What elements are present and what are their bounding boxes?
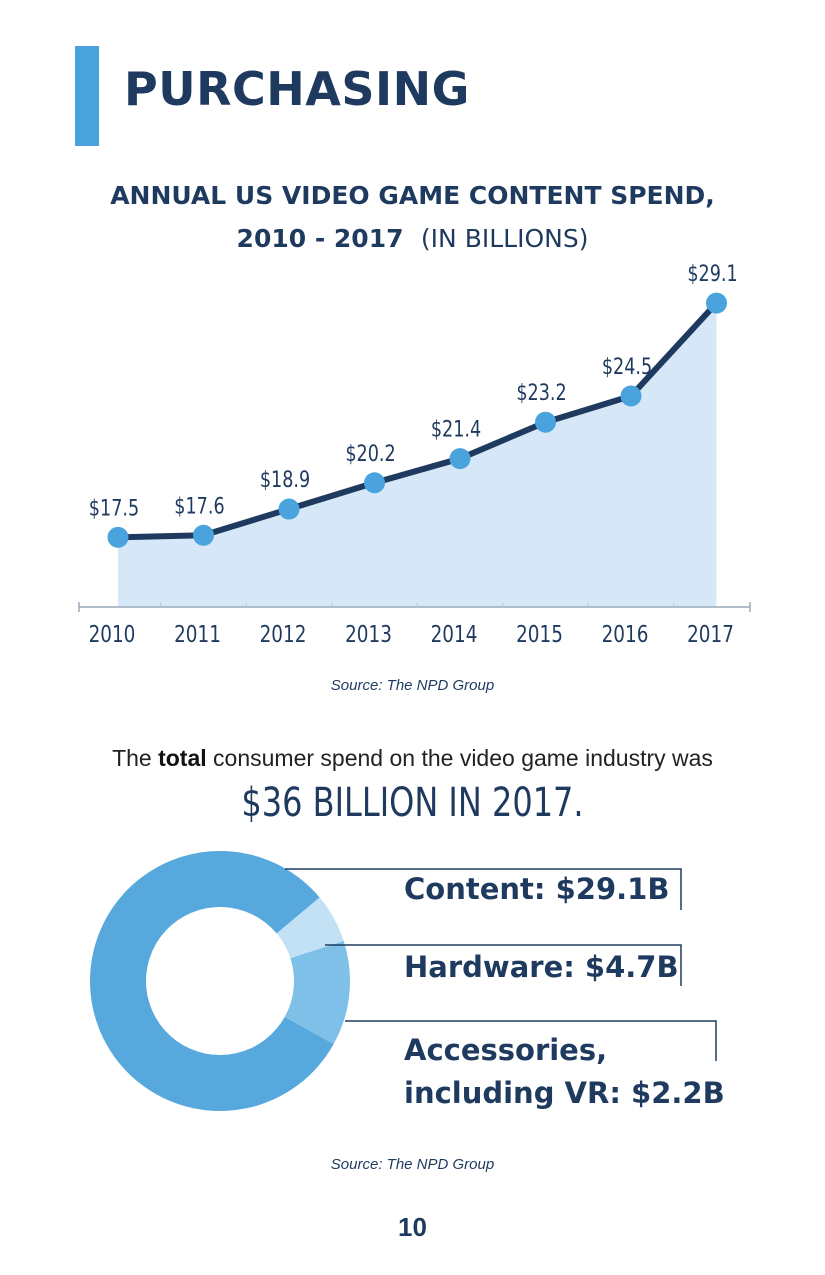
leader-line-content <box>285 868 682 910</box>
accent-bar <box>75 46 99 146</box>
donut-slice-content <box>89 851 334 1111</box>
legend-hardware: Hardware: $4.7B <box>404 950 679 984</box>
line-chart: $17.5 2010 $17.6 2011 $18.9 2012 $20.2 2013 $21.… <box>78 261 751 648</box>
total-bold: total <box>158 745 207 771</box>
x-tick-label-2015: 2015 <box>516 621 563 648</box>
data-point-2011 <box>193 524 214 546</box>
chart-title-years: 2010 - 2017 <box>236 224 404 253</box>
x-tick-label-2012: 2012 <box>260 621 307 648</box>
page-number: 10 <box>398 1212 427 1242</box>
data-label-2011: $17.6 <box>174 493 224 518</box>
total-spend-sentence: The total consumer spend on the video ga… <box>0 745 825 772</box>
line-chart-title: ANNUAL US VIDEO GAME CONTENT SPEND, 2010… <box>0 174 825 260</box>
data-point-2017 <box>706 292 727 314</box>
data-point-2014 <box>449 448 471 470</box>
data-label-2010: $17.5 <box>89 495 139 520</box>
x-tick-label-2011: 2011 <box>174 621 221 648</box>
donut-slice-hardware <box>284 940 350 1045</box>
chart-title-line2: 2010 - 2017 (IN BILLIONS) <box>0 217 825 260</box>
leader-line-accessories <box>345 1020 717 1061</box>
total-prefix: The <box>112 745 159 771</box>
x-tick-label-2010: 2010 <box>89 621 136 648</box>
chart-title-units: (IN BILLIONS) <box>420 224 589 253</box>
donut-slice-accessories <box>276 897 344 959</box>
x-tick-label-2017: 2017 <box>687 621 734 648</box>
leader-line-hardware <box>325 944 682 986</box>
legend-content: Content: $29.1B <box>404 872 670 906</box>
donut-chart-source: Source: The NPD Group <box>330 1156 495 1173</box>
x-tick-label-2014: 2014 <box>431 621 478 648</box>
line-chart-source: Source: The NPD Group <box>330 677 495 694</box>
data-label-2014: $21.4 <box>431 417 481 442</box>
data-label-2017: $29.1 <box>687 261 737 286</box>
legend-accessories: Accessories, including VR: $2.2B <box>404 1029 725 1115</box>
data-point-2013 <box>364 472 385 494</box>
legend-accessories-line2: including VR: $2.2B <box>404 1076 725 1110</box>
data-point-2012 <box>278 498 300 520</box>
series-line <box>115 300 720 541</box>
area-fill <box>118 303 717 607</box>
total-suffix: consumer spend on the video game industr… <box>206 745 713 771</box>
data-label-2015: $23.2 <box>516 380 566 405</box>
legend-accessories-line1: Accessories, <box>404 1033 608 1067</box>
data-label-2012: $18.9 <box>260 467 310 492</box>
data-point-2016 <box>620 385 642 407</box>
x-tick-label-2013: 2013 <box>345 621 392 648</box>
total-spend-figure: $36 BILLION IN 2017. <box>241 780 584 826</box>
chart-title-line1: ANNUAL US VIDEO GAME CONTENT SPEND, <box>110 181 715 210</box>
data-point-2015 <box>535 411 556 433</box>
page-title: PURCHASING <box>124 62 470 116</box>
data-label-2013: $20.2 <box>345 441 395 466</box>
x-tick-label-2016: 2016 <box>602 621 649 648</box>
data-label-2016: $24.5 <box>602 354 652 379</box>
donut-chart <box>89 851 717 1111</box>
data-point-2010 <box>107 526 129 548</box>
